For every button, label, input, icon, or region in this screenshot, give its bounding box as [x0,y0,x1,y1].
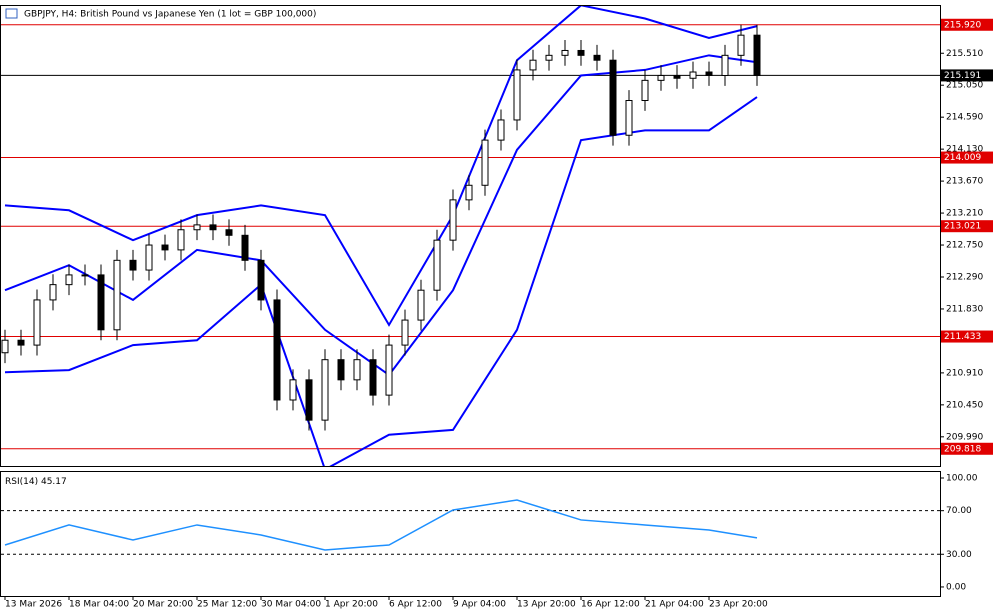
x-tick-label: 16 Apr 12:00 [581,600,640,610]
candle-body [657,74,665,81]
level-label-box [941,442,993,455]
x-tick-label: 21 Apr 04:00 [645,600,704,610]
rsi-name: RSI(14) [5,477,38,487]
y-tick-label: 213.670 [946,177,983,187]
y-tick-label: 214.590 [946,113,983,123]
candle-body [129,259,137,271]
chart-title: GBPJPY, H4: British Pound vs Japanese Ye… [24,10,316,20]
y-tick-label: 215.050 [946,81,983,91]
candle-body [145,244,153,271]
candle-body [65,274,73,286]
level-label-box [941,330,993,343]
candle-body [241,234,249,261]
candle-body [449,199,457,241]
candle-body [417,289,425,321]
candle-body [177,229,185,251]
candle-body [161,244,169,251]
level-label: 215.920 [944,20,981,30]
y-tick-label: 210.450 [946,400,983,410]
x-tick-label: 9 Apr 04:00 [453,600,506,610]
rsi-frame [0,471,941,597]
bollinger-band [4,96,758,466]
candle-body [625,100,633,136]
y-tick-label: 209.990 [946,432,983,442]
candle-body [577,49,585,56]
y-tick-label: 211.830 [946,304,983,314]
candle-body [481,139,489,186]
candle-body [721,54,729,76]
y-tick-label: 210.910 [946,368,983,378]
y-tick-label: 212.750 [946,241,983,251]
candle-body [465,184,473,201]
current-price-label: 215.191 [944,71,981,81]
candle-body [17,339,25,346]
candle-body [337,359,345,381]
candle-body [513,69,521,121]
candle-body [273,299,281,401]
y-tick-label: 215.510 [946,49,983,59]
x-tick-label: 18 Mar 04:00 [69,600,129,610]
candle-body [289,379,297,401]
candle-body [641,79,649,102]
x-tick-label: 20 Mar 20:00 [133,600,193,610]
y-tick-label: 212.290 [946,272,983,282]
level-label-box [941,220,993,233]
rsi-tick-label: 70.00 [946,506,972,516]
rsi-tick-label: 100.00 [946,473,978,483]
candle-body [257,259,265,301]
candle-body [209,224,217,231]
candle-body [49,284,57,301]
x-tick-label: 13 Mar 2026 [5,600,62,610]
candle-body [545,54,553,61]
x-tick-label: 30 Mar 04:00 [261,600,321,610]
candle-body [433,239,441,291]
candle-body [33,299,41,346]
x-tick-label: 23 Apr 20:00 [709,600,768,610]
candle-body [321,359,329,421]
rsi-label: RSI(14) 45.17 [5,477,67,487]
y-tick-label: 214.130 [946,145,983,155]
candle-body [561,49,569,56]
candle-body [369,359,377,396]
candle-body [193,224,201,231]
y-tick-label: 213.210 [946,209,983,219]
rsi-line [4,499,758,551]
candle-body [593,54,601,61]
candle-body [81,274,89,277]
candle-body [753,34,761,76]
level-label: 211.433 [944,332,981,342]
x-tick-label: 25 Mar 12:00 [197,600,257,610]
x-tick-label: 1 Apr 20:00 [325,600,378,610]
level-label: 213.021 [944,222,981,232]
candle-body [305,379,313,421]
level-label-box [941,18,993,31]
bollinger-band [4,6,758,327]
level-label: 209.818 [944,444,981,454]
symbol-icon [5,8,18,19]
x-tick-label: 13 Apr 20:00 [517,600,576,610]
candle-body [353,359,361,381]
x-tick-label: 6 Apr 12:00 [389,600,442,610]
candle-body [401,319,409,346]
candle-body [609,59,617,136]
candle-body [529,59,537,71]
rsi-last: 45.17 [41,477,67,487]
rsi-tick-label: 0.00 [946,582,966,592]
candle-body [689,71,697,79]
current-price-box [941,69,993,82]
rsi-tick-label: 30.00 [946,550,972,560]
level-label-box [941,151,993,164]
candle-body [385,344,393,396]
main-frame [0,5,941,467]
candle-body [737,34,745,56]
candle-body [113,259,121,331]
candle-body [97,274,105,331]
candle-body [1,339,9,354]
candle-body [673,74,681,79]
candle-body [225,229,233,236]
level-label: 214.009 [944,153,981,163]
candle-body [705,71,713,76]
candle-body [497,119,505,141]
